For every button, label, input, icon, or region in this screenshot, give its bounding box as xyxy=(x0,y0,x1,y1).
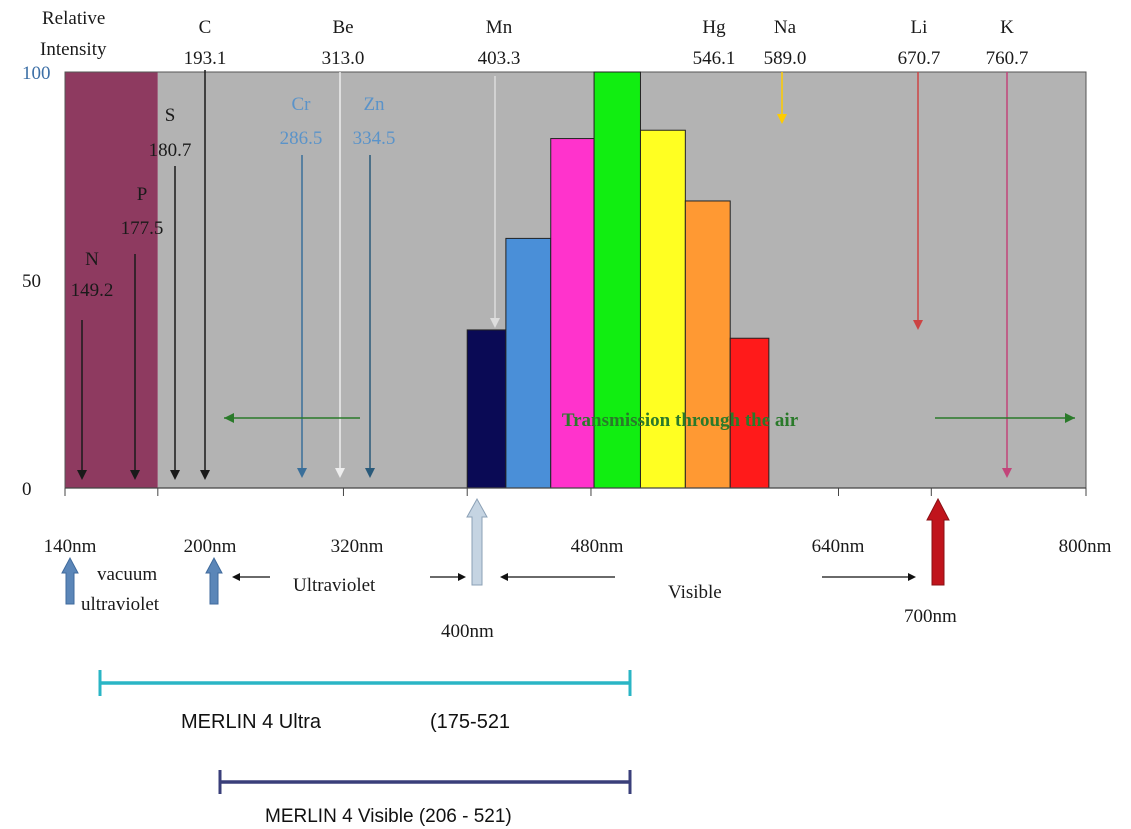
transmission-annotation: Transmission through the air xyxy=(224,410,1075,431)
element-wavelength-K: 760.7 xyxy=(986,48,1029,69)
y-tick-label-0: 0 xyxy=(22,479,32,500)
merlin-ultra-range-text: (175-521 xyxy=(430,711,510,733)
merlin-visible-label: MERLIN 4 Visible (206 - 521) xyxy=(265,806,512,827)
element-wavelength-Hg: 546.1 xyxy=(693,48,736,69)
region-band-0 xyxy=(65,72,158,488)
element-wavelength-C: 193.1 xyxy=(184,48,227,69)
element-symbol-K: K xyxy=(1000,17,1014,38)
nm700-label: 700nm xyxy=(904,606,957,627)
element-wavelength-Cr: 286.5 xyxy=(280,128,323,149)
element-labels: N 149.2 P 177.5 S 180.7 C 193.1 Cr 286.5 Be 313.0 Zn… xyxy=(71,17,1029,301)
element-arrow-head-P xyxy=(130,470,140,480)
element-symbol-Zn: Zn xyxy=(363,94,385,115)
annotation-text: Transmission through the air xyxy=(562,410,799,431)
element-arrow-head-K xyxy=(1002,468,1012,478)
vacuum-end-up-arrow-icon xyxy=(205,556,223,605)
nm400-label: 400nm xyxy=(441,621,494,642)
element-symbol-N: N xyxy=(85,249,99,270)
element-symbol-C: C xyxy=(199,17,212,38)
element-symbol-S: S xyxy=(165,105,176,126)
element-wavelength-Mn: 403.3 xyxy=(478,48,521,69)
element-symbol-Li: Li xyxy=(911,17,928,38)
element-arrow-head-Na xyxy=(777,114,787,124)
y-axis-label-line2: Intensity xyxy=(40,39,107,60)
nm700-up-arrow-icon xyxy=(926,497,950,586)
element-arrow-head-Zn xyxy=(365,468,375,478)
bar-1 xyxy=(505,237,552,489)
element-arrow-head-C xyxy=(200,470,210,480)
element-wavelength-Na: 589.0 xyxy=(764,48,807,69)
intensity-bars xyxy=(466,71,770,489)
element-arrow-head-Li xyxy=(913,320,923,330)
bar-2 xyxy=(550,138,595,489)
element-arrow-head-Be xyxy=(335,468,345,478)
vacuum-start-up-arrow-icon xyxy=(61,556,79,605)
element-arrow-head-Cr xyxy=(297,468,307,478)
merlin-ultra-label: MERLIN 4 Ultra xyxy=(181,711,322,733)
x-tick-label-5: 800nm xyxy=(1059,536,1112,557)
nm400-up-arrow-icon xyxy=(466,497,488,586)
element-wavelength-Zn: 334.5 xyxy=(353,128,396,149)
element-symbol-P: P xyxy=(137,184,148,205)
bar-0 xyxy=(466,329,507,489)
bar-4 xyxy=(639,129,686,489)
element-arrow-head-N xyxy=(77,470,87,480)
x-tick-label-1: 200nm xyxy=(184,536,237,557)
element-line-arrows xyxy=(77,70,1012,480)
element-wavelength-P: 177.5 xyxy=(121,218,164,239)
x-tick-label-3: 480nm xyxy=(571,536,624,557)
element-arrow-head-S xyxy=(170,470,180,480)
element-wavelength-N: 149.2 xyxy=(71,280,114,301)
y-axis: 0 50 100 xyxy=(22,63,51,500)
element-symbol-Cr: Cr xyxy=(292,94,312,115)
vacuum-label-line1: vacuum xyxy=(97,564,157,585)
ultraviolet-label: Ultraviolet xyxy=(293,575,376,596)
element-symbol-Hg: Hg xyxy=(702,17,726,38)
merlin-visible-range: MERLIN 4 Visible (206 - 521) xyxy=(218,770,632,827)
y-tick-label-1: 50 xyxy=(22,271,41,292)
vacuum-label-line2: ultraviolet xyxy=(81,594,160,615)
bar-6 xyxy=(729,337,770,489)
element-wavelength-Be: 313.0 xyxy=(322,48,365,69)
bar-5 xyxy=(684,200,731,489)
element-symbol-Na: Na xyxy=(774,17,797,38)
y-tick-label-2: 100 xyxy=(22,63,51,84)
element-arrow-head-Mn xyxy=(490,318,500,328)
x-tick-label-2: 320nm xyxy=(331,536,384,557)
element-wavelength-Li: 670.7 xyxy=(898,48,941,69)
element-wavelength-S: 180.7 xyxy=(149,140,192,161)
element-symbol-Mn: Mn xyxy=(486,17,513,38)
x-axis: 140nm 200nm 320nm 480nm 640nm 800nm xyxy=(44,487,1112,557)
x-tick-label-0: 140nm xyxy=(44,536,97,557)
y-axis-label-line1: Relative xyxy=(42,8,105,29)
merlin-ultra-range: MERLIN 4 Ultra (175-521 xyxy=(98,670,632,733)
region-markers: vacuum ultraviolet Ultraviolet Visible 4… xyxy=(61,497,957,642)
x-tick-label-4: 640nm xyxy=(812,536,865,557)
element-symbol-Be: Be xyxy=(332,17,353,38)
visible-label: Visible xyxy=(668,582,722,603)
